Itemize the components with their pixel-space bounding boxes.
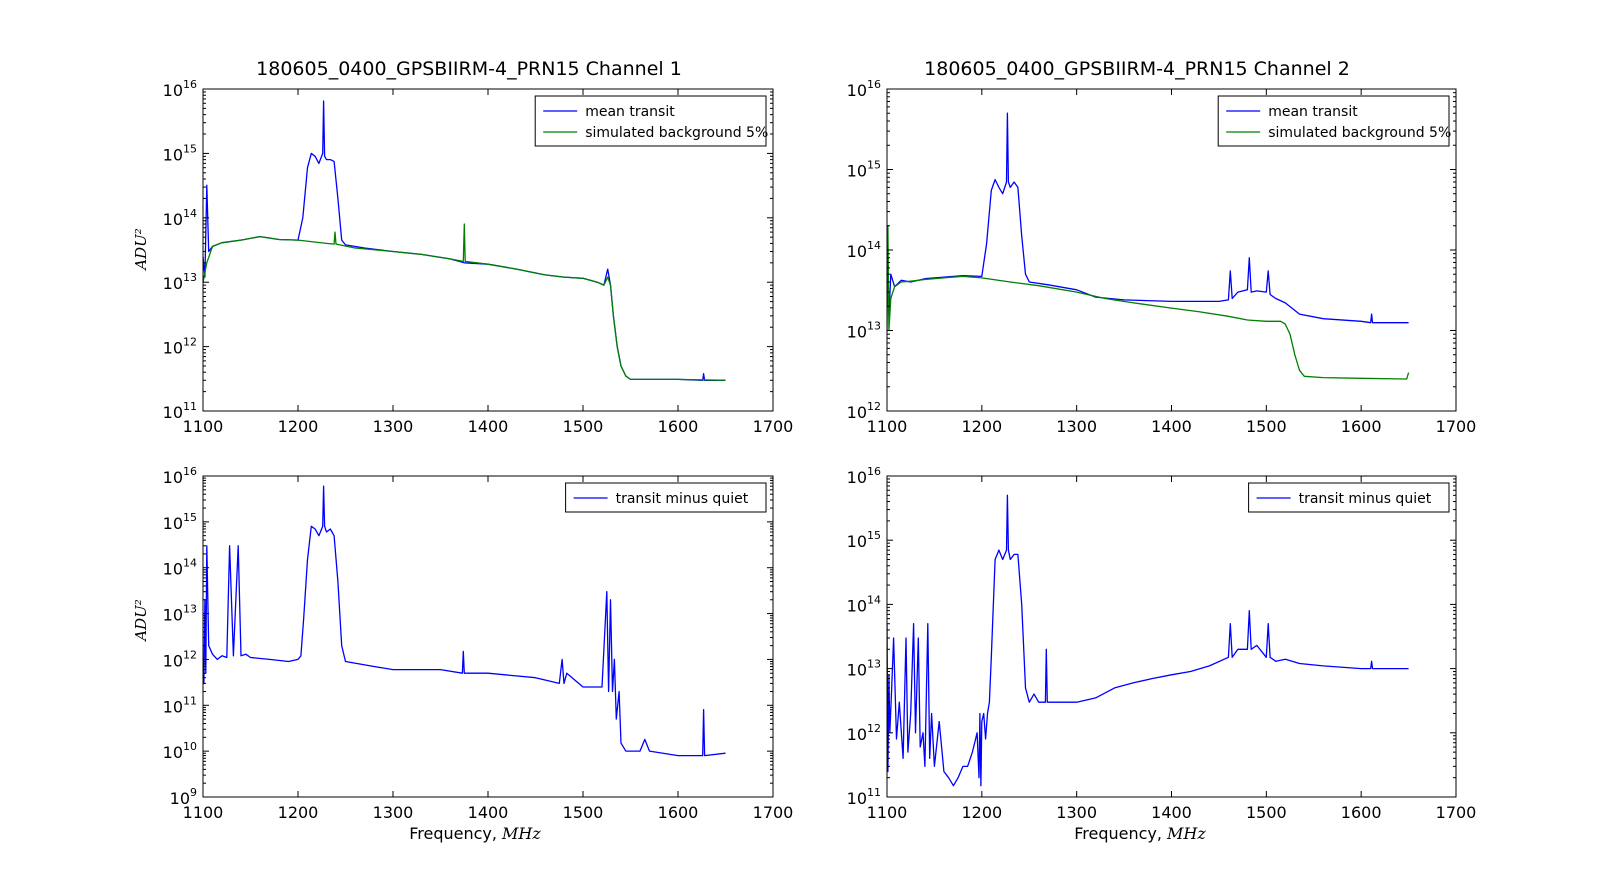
x-tick-label: 1700 bbox=[1436, 417, 1477, 436]
x-tick-label: 1600 bbox=[658, 803, 699, 822]
x-tick-label: 1600 bbox=[1341, 803, 1382, 822]
subplot-channel-1-difference: ADU² Frequency, MHz 1100 1200 1300 1400 1500… bbox=[132, 465, 793, 843]
y-tick-label: 1011 bbox=[847, 786, 881, 808]
series-line bbox=[887, 225, 1410, 380]
subplot-channel-2-spectrum: 180605_0400_GPSBIIRM-4_PRN15 Channel 2 1… bbox=[847, 58, 1477, 436]
y-tick-label: 1016 bbox=[847, 78, 881, 100]
x-axis-label-prefix: Frequency, bbox=[409, 824, 502, 843]
subplot-title: 180605_0400_GPSBIIRM-4_PRN15 Channel 1 bbox=[256, 58, 682, 80]
x-tick-label: 1600 bbox=[1341, 417, 1382, 436]
x-tick-label: 1400 bbox=[468, 417, 509, 436]
legend-box bbox=[1217, 95, 1450, 147]
y-tick-label: 1010 bbox=[163, 740, 197, 762]
x-tick-label: 1200 bbox=[961, 803, 1002, 822]
y-tick-label: 1015 bbox=[847, 159, 881, 181]
x-tick-label: 1600 bbox=[658, 417, 699, 436]
legend: transit minus quiet bbox=[565, 482, 767, 513]
x-axis-label-prefix: Frequency, bbox=[1074, 824, 1167, 843]
x-axis-label-unit: MHz bbox=[1166, 824, 1206, 843]
x-tick-label: 1100 bbox=[867, 417, 908, 436]
y-tick-label: 1015 bbox=[847, 529, 881, 551]
x-tick-label: 1400 bbox=[468, 803, 509, 822]
legend-label: mean transit bbox=[585, 104, 675, 120]
legend: mean transit simulated background 5% bbox=[1217, 95, 1451, 147]
y-tick-label: 1012 bbox=[847, 722, 881, 744]
series-line bbox=[887, 112, 1409, 324]
y-tick-label: 1015 bbox=[163, 142, 197, 164]
y-tick-label: 1014 bbox=[847, 593, 881, 615]
x-axis-label: Frequency, MHz bbox=[1074, 824, 1206, 843]
x-tick-label: 1300 bbox=[373, 803, 414, 822]
plot-frame bbox=[202, 475, 774, 798]
x-tick-label: 1200 bbox=[961, 417, 1002, 436]
y-tick-label: 1013 bbox=[163, 603, 197, 625]
x-tick-label: 1500 bbox=[1246, 803, 1287, 822]
x-tick-label: 1100 bbox=[867, 803, 908, 822]
plot-frame bbox=[886, 475, 1457, 798]
y-tick-label: 1011 bbox=[163, 400, 197, 422]
x-axis-label: Frequency, MHz bbox=[409, 824, 541, 843]
subplot-title: 180605_0400_GPSBIIRM-4_PRN15 Channel 2 bbox=[924, 58, 1350, 80]
x-tick-label: 1200 bbox=[278, 803, 319, 822]
y-tick-label: 1016 bbox=[163, 465, 197, 487]
legend-label: transit minus quiet bbox=[1299, 491, 1432, 507]
legend-label: simulated background 5% bbox=[1268, 125, 1451, 141]
legend-box bbox=[534, 95, 767, 147]
y-tick-label: 109 bbox=[170, 786, 197, 808]
x-tick-label: 1300 bbox=[1056, 803, 1097, 822]
subplot-channel-2-difference: Frequency, MHz 1100 1200 1300 1400 1500 1600 1… bbox=[847, 465, 1477, 843]
legend-label: simulated background 5% bbox=[585, 125, 768, 141]
x-tick-label: 1100 bbox=[183, 803, 224, 822]
series-line bbox=[887, 494, 1409, 787]
x-tick-label: 1400 bbox=[1151, 803, 1192, 822]
x-tick-label: 1700 bbox=[753, 417, 794, 436]
y-tick-label: 1013 bbox=[847, 320, 881, 342]
x-tick-label: 1100 bbox=[183, 417, 224, 436]
subplot-channel-1-spectrum: 180605_0400_GPSBIIRM-4_PRN15 Channel 1 A… bbox=[132, 58, 793, 436]
legend-label: transit minus quiet bbox=[616, 491, 749, 507]
legend: transit minus quiet bbox=[1248, 482, 1450, 513]
y-tick-label: 1012 bbox=[163, 648, 197, 670]
x-tick-label: 1300 bbox=[373, 417, 414, 436]
x-tick-label: 1700 bbox=[753, 803, 794, 822]
y-tick-label: 1014 bbox=[163, 207, 197, 229]
series-line bbox=[203, 485, 726, 757]
y-axis-label: ADU² bbox=[132, 599, 150, 643]
y-tick-label: 1012 bbox=[847, 400, 881, 422]
y-tick-label: 1011 bbox=[163, 694, 197, 716]
y-tick-label: 1016 bbox=[163, 78, 197, 100]
y-tick-label: 1016 bbox=[847, 465, 881, 487]
y-axis-label: ADU² bbox=[132, 228, 150, 272]
x-tick-label: 1500 bbox=[563, 417, 604, 436]
series-line bbox=[203, 223, 726, 381]
x-tick-label: 1500 bbox=[563, 803, 604, 822]
legend-label: mean transit bbox=[1268, 104, 1358, 120]
x-tick-label: 1700 bbox=[1436, 803, 1477, 822]
y-tick-label: 1012 bbox=[163, 336, 197, 358]
y-tick-label: 1014 bbox=[847, 239, 881, 261]
y-tick-label: 1014 bbox=[163, 557, 197, 579]
x-tick-label: 1500 bbox=[1246, 417, 1287, 436]
y-tick-label: 1013 bbox=[163, 271, 197, 293]
x-axis-label-unit: MHz bbox=[501, 824, 541, 843]
x-tick-label: 1200 bbox=[278, 417, 319, 436]
x-tick-label: 1400 bbox=[1151, 417, 1192, 436]
y-tick-label: 1013 bbox=[847, 658, 881, 680]
x-tick-label: 1300 bbox=[1056, 417, 1097, 436]
y-tick-label: 1015 bbox=[163, 511, 197, 533]
legend: mean transit simulated background 5% bbox=[534, 95, 768, 147]
